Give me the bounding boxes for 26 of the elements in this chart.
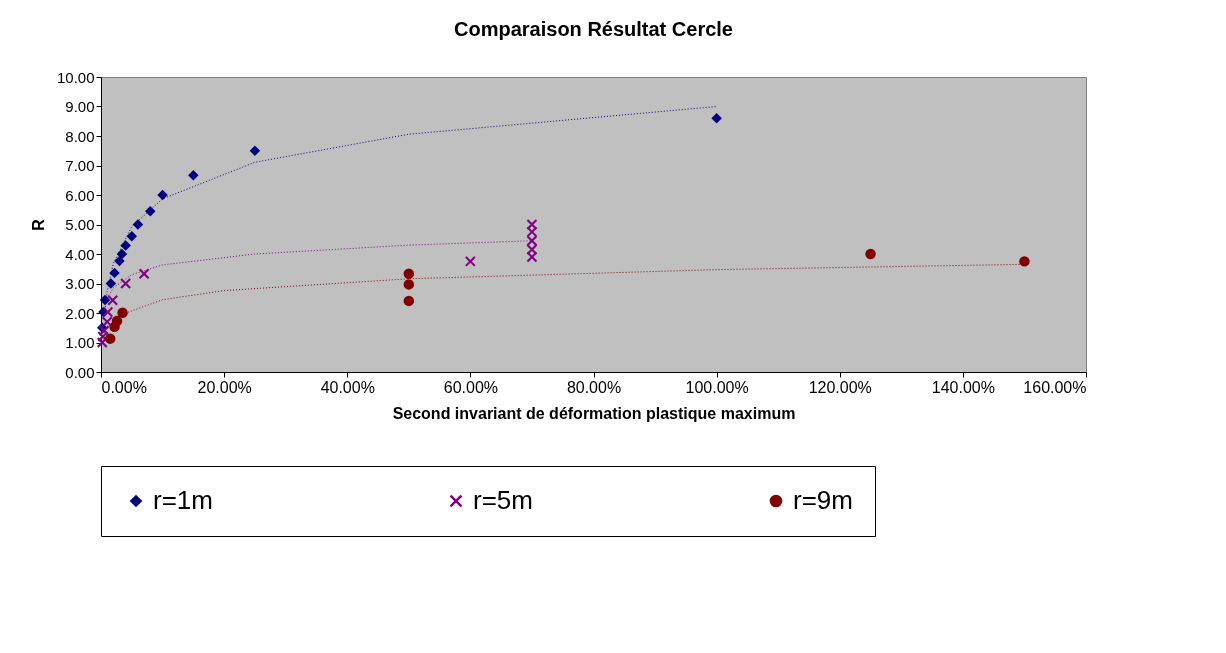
x-tick-label: 0.00% bbox=[101, 378, 147, 396]
x-tick-label: 20.00% bbox=[197, 378, 252, 396]
y-tick-label: 1.00 bbox=[65, 334, 95, 351]
x-tick-label: 100.00% bbox=[685, 378, 749, 396]
y-tick-label: 5.00 bbox=[65, 216, 95, 233]
y-tick-label: 10.00 bbox=[56, 68, 95, 86]
y-axis-title: R bbox=[29, 218, 47, 231]
x-tick-label: 60.00% bbox=[443, 378, 499, 396]
y-tick-label: 4.00 bbox=[65, 245, 95, 263]
chart-title: Comparaison Résultat Cercle bbox=[454, 18, 733, 40]
y-tick-label: 7.00 bbox=[65, 157, 95, 174]
legend-label: r=9m bbox=[793, 485, 853, 515]
y-tick-label: 0.00 bbox=[65, 363, 95, 381]
y-tick-label: 3.00 bbox=[65, 275, 95, 292]
x-axis-title: Second invariant de déformation plastique maximum bbox=[392, 404, 796, 422]
legend-label: r=1m bbox=[153, 485, 213, 515]
y-tick-label: 2.00 bbox=[65, 304, 95, 322]
x-tick-label: 80.00% bbox=[566, 378, 622, 396]
x-tick-label: 160.00% bbox=[1023, 378, 1087, 396]
x-tick-label: 120.00% bbox=[808, 378, 872, 396]
y-tick-label: 6.00 bbox=[65, 186, 95, 204]
x-tick-label: 140.00% bbox=[931, 378, 995, 396]
y-tick-label: 8.00 bbox=[65, 127, 95, 145]
x-tick-label: 40.00% bbox=[320, 378, 375, 396]
y-tick-label: 9.00 bbox=[65, 98, 95, 115]
legend-label: r=5m bbox=[473, 485, 533, 515]
